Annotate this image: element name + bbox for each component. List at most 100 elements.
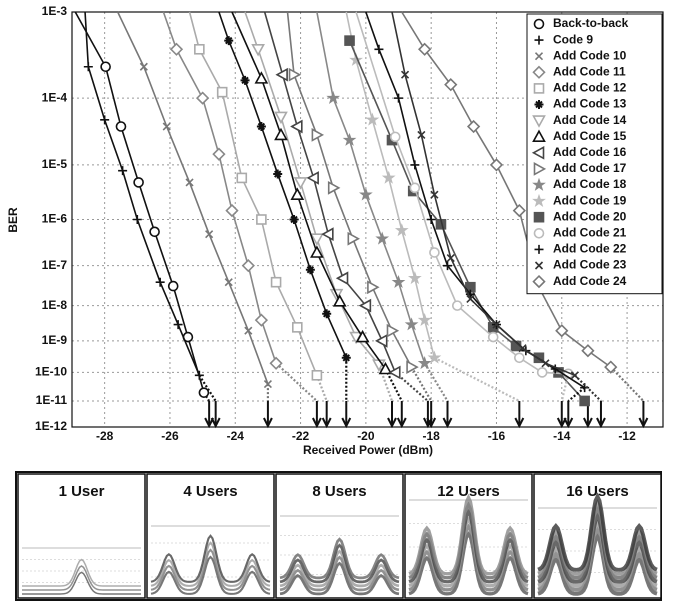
legend-label: Add Code 20 [553, 209, 627, 223]
marker [197, 93, 208, 104]
legend-label: Add Code 15 [553, 129, 627, 143]
marker [293, 323, 302, 332]
eye-panel: 8 Users [276, 474, 403, 598]
marker [453, 301, 462, 310]
x-tick-label: -28 [96, 429, 114, 443]
marker [407, 362, 417, 373]
marker [156, 278, 165, 287]
marker [344, 134, 355, 145]
marker [368, 282, 378, 293]
legend-label: Back-to-back [553, 16, 629, 30]
eye-panel: 1 User [18, 474, 145, 598]
marker [206, 231, 213, 238]
marker [256, 315, 267, 326]
marker [374, 45, 383, 54]
page: BER Received Power (dBm) 1E-121E-111E-10… [0, 0, 678, 602]
marker [515, 353, 524, 362]
marker [348, 233, 358, 244]
marker [445, 79, 456, 90]
legend-label: Code 9 [553, 32, 593, 46]
marker [410, 160, 419, 169]
extrapolation [434, 358, 519, 401]
marker [273, 170, 282, 179]
marker [342, 353, 351, 362]
legend-label: Add Code 14 [553, 113, 627, 127]
marker [489, 333, 498, 342]
legend-label: Add Code 23 [553, 258, 627, 272]
marker [257, 122, 266, 131]
eye-label: 1 User [59, 483, 105, 500]
marker [406, 319, 417, 330]
marker [116, 122, 125, 131]
marker [396, 224, 407, 235]
x-tick-label: -12 [618, 429, 636, 443]
marker [100, 115, 109, 124]
y-tick-label: 1E-5 [42, 157, 68, 171]
marker [491, 159, 502, 170]
marker [290, 215, 299, 224]
marker [377, 335, 387, 346]
marker [393, 276, 404, 287]
legend-label: Add Code 10 [553, 48, 627, 62]
y-tick-label: 1E-8 [42, 298, 68, 312]
y-tick-label: 1E-12 [35, 419, 67, 433]
marker [264, 381, 271, 388]
marker [256, 73, 267, 83]
x-tick-label: -18 [422, 429, 440, 443]
legend-label: Add Code 16 [553, 145, 627, 159]
marker [133, 215, 142, 224]
marker [538, 368, 547, 377]
eye-label: 16 Users [566, 483, 629, 500]
legend-marker [535, 84, 544, 93]
marker [468, 121, 479, 132]
marker [118, 166, 127, 175]
x-tick-label: -14 [553, 429, 571, 443]
y-tick-label: 1E-7 [42, 258, 68, 272]
eye-panel: 12 Users [405, 474, 532, 598]
legend-marker [535, 20, 544, 29]
legend-label: Add Code 22 [553, 242, 627, 256]
legend-label: Add Code 17 [553, 161, 627, 175]
y-tick-label: 1E-11 [36, 393, 68, 407]
marker [391, 132, 400, 141]
y-axis-label: BER [6, 207, 20, 233]
eye-label: 4 Users [183, 483, 237, 500]
x-tick-label: -26 [161, 429, 179, 443]
marker [295, 178, 306, 188]
eye-panel: 4 Users [147, 474, 274, 598]
marker [419, 44, 430, 55]
marker [101, 62, 110, 71]
marker [514, 205, 525, 216]
marker [140, 63, 147, 70]
marker [390, 367, 400, 378]
legend-label: Add Code 13 [553, 97, 627, 111]
y-tick-label: 1E-4 [42, 90, 68, 104]
marker [272, 278, 281, 287]
marker [345, 36, 354, 45]
marker [312, 371, 321, 380]
legend-label: Add Code 19 [553, 193, 627, 207]
y-tick-label: 1E-3 [42, 4, 68, 18]
marker [213, 149, 224, 160]
marker [257, 215, 266, 224]
marker [186, 179, 193, 186]
eye-label: 12 Users [437, 483, 500, 500]
legend-marker [535, 213, 544, 222]
marker [290, 69, 300, 80]
legend-label: Add Code 11 [553, 64, 626, 78]
y-tick-label: 1E-10 [35, 365, 67, 379]
marker [174, 320, 183, 329]
marker [253, 45, 264, 55]
x-tick-label: -24 [227, 429, 245, 443]
marker [580, 396, 589, 405]
marker [163, 123, 170, 130]
legend-label: Add Code 18 [553, 177, 627, 191]
series-line [232, 12, 385, 369]
marker [322, 309, 331, 318]
legend-label: Add Code 12 [553, 81, 627, 95]
marker [226, 205, 237, 216]
series-line [288, 12, 412, 367]
legend-marker [535, 229, 544, 238]
marker [171, 44, 182, 55]
marker [410, 183, 419, 192]
